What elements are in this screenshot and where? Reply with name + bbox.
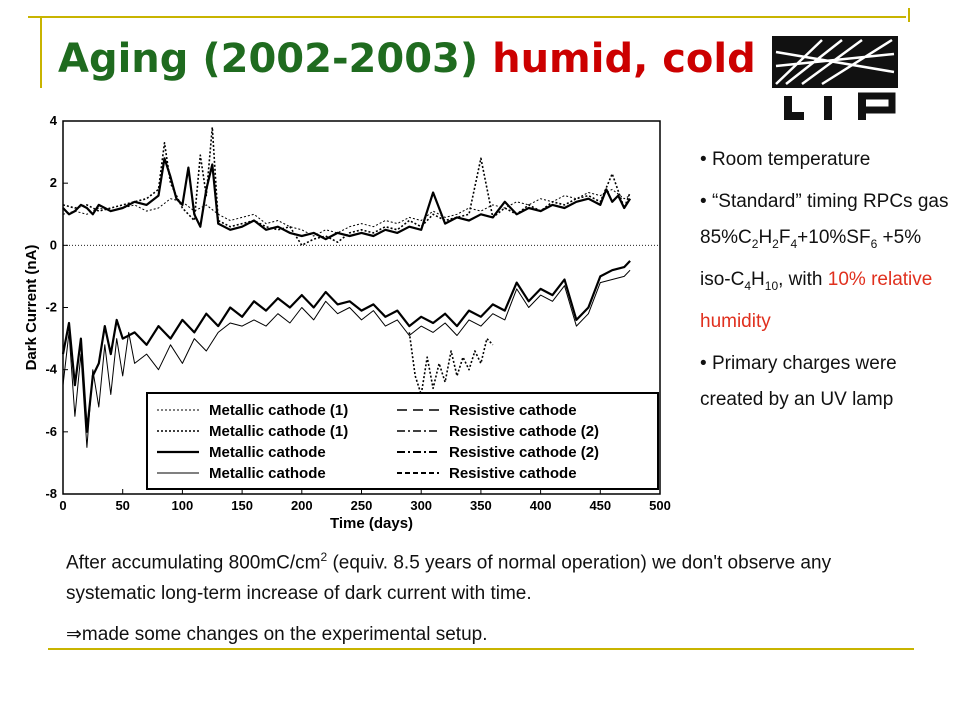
series-line-1 <box>62 126 631 247</box>
left-rule <box>40 16 42 88</box>
x-tick-label: 300 <box>410 498 432 513</box>
bottom-rule <box>48 648 914 650</box>
legend-label: Metallic cathode <box>209 465 326 482</box>
title-main: Aging (2002-2003) <box>58 36 479 82</box>
x-tick-label: 450 <box>589 498 611 513</box>
x-tick-label: 100 <box>172 498 194 513</box>
bullet-list: • Room temperature • “Standard” timing R… <box>700 142 950 424</box>
legend-label: Resistive cathode <box>449 402 577 419</box>
y-tick-label: -4 <box>45 362 57 377</box>
legend-label: Metallic cathode (1) <box>209 423 348 440</box>
conclusion-arrow-line: ⇒made some changes on the experimental s… <box>66 624 488 646</box>
legend-label: Resistive cathode (2) <box>449 444 599 461</box>
conclusion-paragraph: After accumulating 800mC/cm2 (equiv. 8.5… <box>66 550 832 605</box>
series-line-5 <box>408 332 494 396</box>
conclusion-text: After accumulating 800mC/cm2 (equiv. 8.5… <box>66 542 926 660</box>
x-tick-label: 0 <box>59 498 66 513</box>
legend-box <box>146 392 659 490</box>
y-tick-label: -8 <box>45 486 57 501</box>
lip-logo <box>772 36 898 120</box>
humidity-text: 10% relative humidity <box>700 268 933 332</box>
title-accent: humid, cold <box>492 36 756 82</box>
slide-title: Aging (2002-2003) humid, cold <box>58 36 756 82</box>
x-axis-label: Time (days) <box>330 515 413 532</box>
top-rule <box>28 16 906 18</box>
corner-tick <box>908 8 910 22</box>
series-line-3 <box>62 269 631 448</box>
x-tick-label: 350 <box>470 498 492 513</box>
series-line-0 <box>62 157 632 241</box>
y-tick-label: 0 <box>50 237 57 252</box>
legend-label: Metallic cathode (1) <box>209 402 348 419</box>
legend-label: Resistive cathode <box>449 465 577 482</box>
x-tick-label: 200 <box>291 498 313 513</box>
bullet-room-temperature: • Room temperature <box>700 149 871 170</box>
x-tick-label: 400 <box>530 498 552 513</box>
y-tick-label: 4 <box>50 113 58 128</box>
legend-label: Resistive cathode (2) <box>449 423 599 440</box>
bullet-primary-charges: • Primary charges were created by an UV … <box>700 352 897 410</box>
y-tick-label: -6 <box>45 424 57 439</box>
series-line-4 <box>61 260 631 433</box>
x-tick-label: 50 <box>115 498 129 513</box>
x-tick-label: 150 <box>231 498 253 513</box>
y-axis-label: Dark Current (nA) <box>23 245 40 371</box>
bullet-gas-mixture: • “Standard” timing RPCs gas 85%C2H2F4+1… <box>700 191 949 332</box>
y-tick-label: 2 <box>50 175 57 190</box>
x-tick-label: 500 <box>649 498 671 513</box>
legend-label: Metallic cathode <box>209 444 326 461</box>
implies-arrow-icon: ⇒ <box>66 624 82 646</box>
series-line-2 <box>62 188 631 237</box>
y-tick-label: -2 <box>45 300 57 315</box>
x-tick-label: 250 <box>351 498 373 513</box>
